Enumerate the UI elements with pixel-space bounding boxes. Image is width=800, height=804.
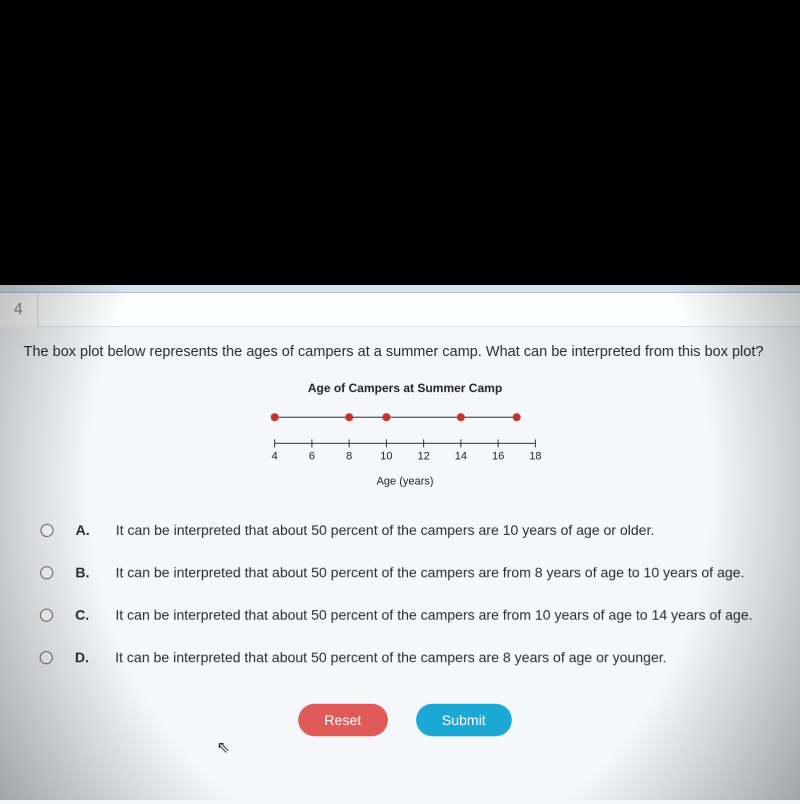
cursor-icon: ⇖ [216,737,230,757]
option-text: It can be interpreted that about 50 perc… [116,564,788,580]
button-row: Reset Submit [21,703,789,735]
radio-icon[interactable] [40,608,53,621]
radio-icon[interactable] [40,523,53,536]
axis-label: Age (years) [234,475,575,487]
svg-text:12: 12 [418,450,430,462]
options-list: A. It can be interpreted that about 50 pe… [21,509,788,679]
option-letter: D. [75,649,93,665]
svg-text:16: 16 [492,450,504,462]
option-letter: B. [75,564,93,580]
question-text: The box plot below represents the ages o… [23,343,786,363]
reset-button[interactable]: Reset [298,703,387,735]
option-letter: A. [76,521,94,537]
svg-text:6: 6 [309,450,315,462]
svg-text:18: 18 [529,450,541,462]
question-tab[interactable]: 4 [0,293,38,327]
svg-text:10: 10 [380,450,392,462]
option-text: It can be interpreted that about 50 perc… [116,521,788,537]
chart-svg: 4 6 8 10 12 14 16 18 [255,403,556,473]
option-row[interactable]: B. It can be interpreted that about 50 pe… [22,552,788,594]
svg-text:8: 8 [346,450,352,462]
svg-text:14: 14 [455,450,467,462]
option-row[interactable]: D. It can be interpreted that about 50 pe… [21,636,788,679]
option-row[interactable]: A. It can be interpreted that about 50 pe… [22,509,788,551]
chart-title: Age of Campers at Summer Camp [235,381,576,395]
svg-text:4: 4 [272,450,278,462]
option-text: It can be interpreted that about 50 perc… [115,606,788,622]
content-area: The box plot below represents the ages o… [0,327,800,804]
option-row[interactable]: C. It can be interpreted that about 50 pe… [22,594,789,636]
quiz-screen: 4 The box plot below represents the ages… [0,285,800,804]
option-text: It can be interpreted that about 50 perc… [115,649,788,665]
option-letter: C. [75,606,93,622]
radio-icon[interactable] [40,566,53,579]
tab-row: 4 [0,293,800,327]
radio-icon[interactable] [40,651,53,664]
submit-button[interactable]: Submit [416,703,512,735]
boxplot-chart: Age of Campers at Summer Camp 4 6 8 10 12 14 1… [234,381,575,487]
titlebar-strip [0,285,800,293]
